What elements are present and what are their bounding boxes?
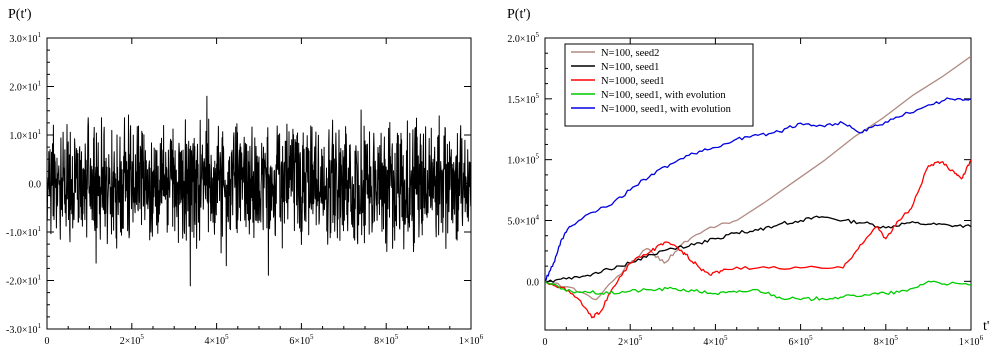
series-line bbox=[545, 55, 971, 301]
series-line bbox=[47, 95, 471, 287]
y-tick-label: 5.0×104 bbox=[507, 214, 539, 228]
right-chart: 0 2×105 4×105 6×105 8×105 1×106 0.0 5.0×104 1.0×… bbox=[507, 7, 989, 348]
x-tick-label: 1×106 bbox=[959, 334, 984, 348]
series-line bbox=[545, 97, 971, 282]
y-tick-label: 2.0×105 bbox=[507, 31, 539, 45]
left-chart: 0 2×105 4×105 6×105 8×105 1×106 -3.0×101 -2.0×1… bbox=[6, 7, 484, 347]
y-tick-label: 0.0 bbox=[527, 277, 540, 288]
legend-label: N=100, seed1, with evolution bbox=[601, 90, 726, 101]
x-tick-label: 4×105 bbox=[703, 334, 728, 348]
y-tick-label: 0.0 bbox=[29, 180, 42, 191]
y-tick-label: 2.0×101 bbox=[9, 80, 41, 94]
y-axis-label: P(t') bbox=[8, 7, 32, 22]
y-tick-label: -1.0×101 bbox=[6, 225, 41, 239]
series-group bbox=[545, 55, 971, 319]
x-tick-label: 0 bbox=[543, 337, 548, 348]
y-tick-label: -2.0×101 bbox=[6, 274, 41, 288]
x-tick-label: 2×105 bbox=[618, 334, 643, 348]
x-tick-label: 0 bbox=[45, 336, 50, 347]
x-tick-label: 1×106 bbox=[459, 333, 484, 347]
series-line bbox=[545, 159, 971, 319]
legend-label: N=1000, seed1 bbox=[601, 76, 665, 87]
legend-label: N=1000, seed1, with evolution bbox=[601, 104, 732, 115]
series-line bbox=[545, 215, 971, 283]
y-tick-label: -3.0×101 bbox=[6, 322, 41, 336]
y-tick-label: 1.0×105 bbox=[507, 153, 539, 167]
y-tick-label: 3.0×101 bbox=[9, 31, 41, 45]
y-tick-label: 1.5×105 bbox=[507, 92, 539, 106]
x-tick-label: 8×105 bbox=[374, 333, 399, 347]
x-tick-label: 8×105 bbox=[874, 334, 899, 348]
x-tick-label: 2×105 bbox=[120, 333, 145, 347]
y-axis-label: P(t') bbox=[507, 7, 531, 22]
x-tick-label: 6×105 bbox=[789, 334, 814, 348]
legend-label: N=100, seed2 bbox=[601, 48, 659, 59]
y-tick-label: 1.0×101 bbox=[9, 128, 41, 142]
legend-label: N=100, seed1 bbox=[601, 62, 659, 73]
series-group bbox=[47, 95, 471, 287]
series-line bbox=[545, 280, 971, 302]
x-tick-label: 4×105 bbox=[205, 333, 230, 347]
legend-box bbox=[564, 43, 754, 127]
x-axis-label: t' bbox=[983, 319, 989, 334]
x-tick-label: 6×105 bbox=[289, 333, 314, 347]
